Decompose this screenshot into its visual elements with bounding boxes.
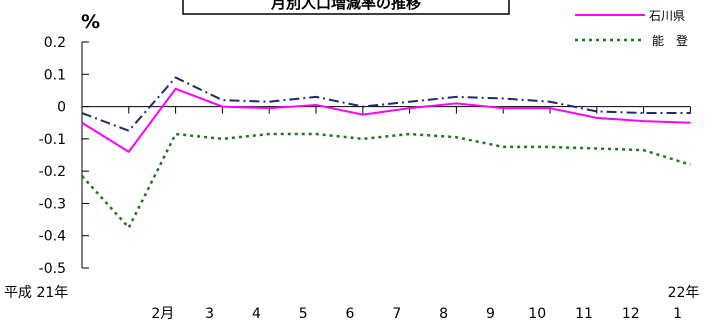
series-line-2 [81, 132, 691, 229]
x-tick-label: 9 [486, 306, 495, 322]
x-tick-label: 3 [205, 306, 214, 322]
y-tick-label: 0 [57, 100, 66, 116]
y-tick-label: -0.2 [39, 164, 66, 180]
x-tick-label: 11 [575, 306, 593, 322]
x-tick-label: 10 [528, 306, 546, 322]
y-tick-label: -0.1 [39, 132, 66, 148]
x-tick-label: 5 [299, 306, 308, 322]
y-axis-ticks: 0.2 0.1 0 -0.1 -0.2 -0.3 -0.4 -0.5 [39, 35, 89, 277]
series-layer [81, 76, 691, 229]
legend-label-ishikawa: 石川県 [649, 9, 685, 23]
x-tick-label: 8 [439, 306, 448, 322]
series-line-1 [81, 87, 691, 153]
chart-title-box: 月別人口増減率の推移 [182, 0, 510, 15]
y-tick-label: 0.2 [44, 35, 66, 51]
x-era-label: 平成 21年 [4, 285, 68, 301]
y-tick-label: -0.5 [39, 261, 66, 277]
x-tick-label: 2月 [151, 306, 174, 322]
legend: 石川県 能 登 [575, 9, 688, 48]
x-tick-label: 6 [346, 306, 355, 322]
x-tick-label: 7 [392, 306, 401, 322]
chart-title: 月別人口増減率の推移 [270, 0, 421, 12]
y-tick-label: -0.3 [39, 196, 66, 212]
y-tick-label: 0.1 [44, 67, 66, 83]
y-unit-label: % [81, 11, 100, 33]
y-tick-label: -0.4 [39, 229, 66, 245]
series-line-0 [81, 76, 691, 132]
x-tick-label: 12 [622, 306, 640, 322]
x-tick-label: 4 [252, 306, 261, 322]
x-tick-label: 1 [673, 306, 682, 322]
x-era-label: 22年 [668, 285, 700, 301]
legend-label-noto: 能 登 [652, 33, 688, 48]
